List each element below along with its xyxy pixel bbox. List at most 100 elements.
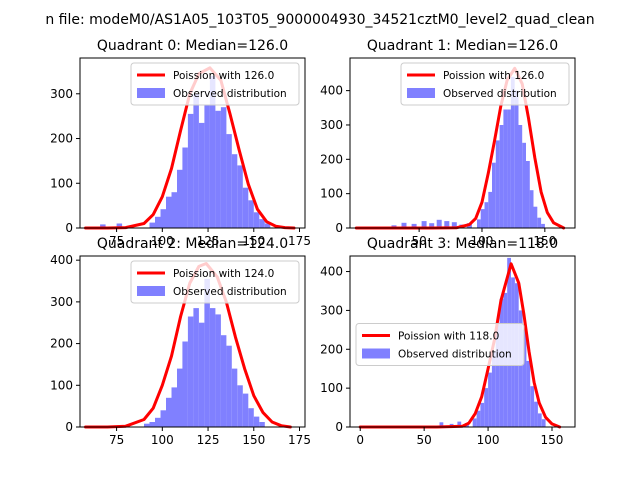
subplot-0: 75 100 125 150 175 0 100 200 300 Quadrant 0: Medi… xyxy=(50,38,311,248)
legend-patch-swatch xyxy=(407,88,435,98)
hist-bar xyxy=(177,368,183,427)
poisson-curve xyxy=(358,262,562,429)
hist-bar xyxy=(495,140,500,228)
legend-entry-observed: Observed distribution xyxy=(173,88,287,100)
x-tick-label: 100 xyxy=(151,433,174,447)
hist-bar xyxy=(259,422,265,427)
hist-bar xyxy=(541,419,546,427)
hist-bar xyxy=(226,134,232,228)
hist-bar xyxy=(116,223,123,228)
legend-frame xyxy=(130,260,300,304)
legend-entry-poisson: Poission with 124.0 xyxy=(173,268,274,280)
hist-bar xyxy=(488,372,492,427)
hist-bar xyxy=(421,221,427,228)
axes-title: Quadrant 2: Median=124.0 xyxy=(97,236,288,252)
legend-entry-observed: Observed distribution xyxy=(173,286,287,298)
x-tick-label: 100 xyxy=(471,234,494,248)
hist-bar xyxy=(491,351,496,427)
hist-bar xyxy=(533,206,538,228)
y-tick-label: 100 xyxy=(320,381,343,395)
y-tick-label: 100 xyxy=(50,176,73,190)
hist-bar xyxy=(529,190,534,228)
legend-frame xyxy=(130,62,300,106)
hist-bar xyxy=(237,165,243,228)
hist-bar xyxy=(436,219,442,228)
hist-bar xyxy=(457,421,462,427)
x-tick-label: 125 xyxy=(197,433,220,447)
x-tick-label: 50 xyxy=(417,433,432,447)
hist-bar xyxy=(177,169,183,228)
hist-bar xyxy=(495,324,500,427)
hist-bar xyxy=(429,223,435,228)
hist-bar xyxy=(480,402,485,427)
hist-bar xyxy=(411,223,417,228)
hist-bar xyxy=(476,410,481,427)
axes-frame xyxy=(349,255,576,428)
hist-bar xyxy=(171,387,177,427)
hist-bar xyxy=(187,113,194,228)
hist-bar xyxy=(451,222,457,228)
hist-bar xyxy=(215,110,221,228)
legend-patch-swatch xyxy=(362,348,390,359)
hist-bar xyxy=(499,125,504,228)
y-tick-label: 300 xyxy=(320,118,343,132)
legend: Poission with 118.0 Observed distribution xyxy=(355,323,525,366)
hist-bar xyxy=(155,417,161,427)
hist-bar xyxy=(514,90,519,228)
legend-entry-observed: Observed distribution xyxy=(443,88,557,100)
hist-bar xyxy=(439,422,444,427)
y-tick-label: 100 xyxy=(50,378,73,392)
x-tick-label: 100 xyxy=(477,433,500,447)
x-tick-label: 150 xyxy=(533,234,556,248)
hist-bar xyxy=(198,122,205,228)
y-tick-label: 400 xyxy=(50,253,73,267)
hist-bar xyxy=(193,308,199,427)
hist-bar xyxy=(522,142,526,228)
hist-bar xyxy=(530,386,535,427)
hist-bar xyxy=(220,107,227,228)
axes-title: Quadrant 3: Median=118.0 xyxy=(367,236,558,252)
hist-bar xyxy=(518,125,523,228)
hist-bar xyxy=(171,192,177,228)
axes-title: Quadrant 0: Median=126.0 xyxy=(97,38,288,54)
hist-bar xyxy=(155,216,161,228)
subplot-2: 75 100 125 150 175 0 100 200 300 400 Quadrant 2: M… xyxy=(50,236,311,447)
y-tick-label: 0 xyxy=(65,221,73,235)
y-tick-label: 300 xyxy=(50,87,73,101)
hist-bar xyxy=(160,410,166,427)
x-tick-label: 150 xyxy=(541,433,564,447)
hist-bar xyxy=(248,200,254,228)
hist-bar xyxy=(226,345,232,427)
y-tick-label: 200 xyxy=(320,342,343,356)
hist-bar xyxy=(187,316,194,427)
legend-frame xyxy=(400,62,570,106)
axes-frame xyxy=(349,57,576,229)
hist-bar xyxy=(484,202,489,228)
axes-frame xyxy=(79,255,306,428)
y-tick-label: 0 xyxy=(335,221,343,235)
x-tick-label: 50 xyxy=(411,234,426,248)
hist-bar xyxy=(144,423,150,427)
hist-bar xyxy=(160,209,166,228)
hist-bar xyxy=(149,222,155,228)
legend-patch-swatch xyxy=(137,286,165,296)
legend: Poission with 126.0 Observed distribution xyxy=(130,62,300,106)
hist-bar xyxy=(522,329,527,427)
x-tick-label: 125 xyxy=(197,234,220,248)
legend-entry-observed: Observed distribution xyxy=(398,349,512,361)
hist-bar xyxy=(534,401,538,427)
hist-bar xyxy=(444,221,450,228)
figure-suptitle: n file: modeM0/AS1A05_103T05_9000004930_… xyxy=(45,12,594,28)
hist-bar xyxy=(492,162,496,228)
hist-bar xyxy=(537,217,542,228)
hist-bar xyxy=(209,308,216,427)
hist-bar xyxy=(259,219,265,228)
x-tick-label: 0 xyxy=(356,433,364,447)
legend-patch-swatch xyxy=(137,88,165,98)
hist-bar xyxy=(253,416,260,427)
hist-bar xyxy=(248,408,254,427)
axes-title: Quadrant 1: Median=126.0 xyxy=(367,38,558,54)
hist-bar xyxy=(182,147,188,228)
y-tick-label: 200 xyxy=(320,152,343,166)
